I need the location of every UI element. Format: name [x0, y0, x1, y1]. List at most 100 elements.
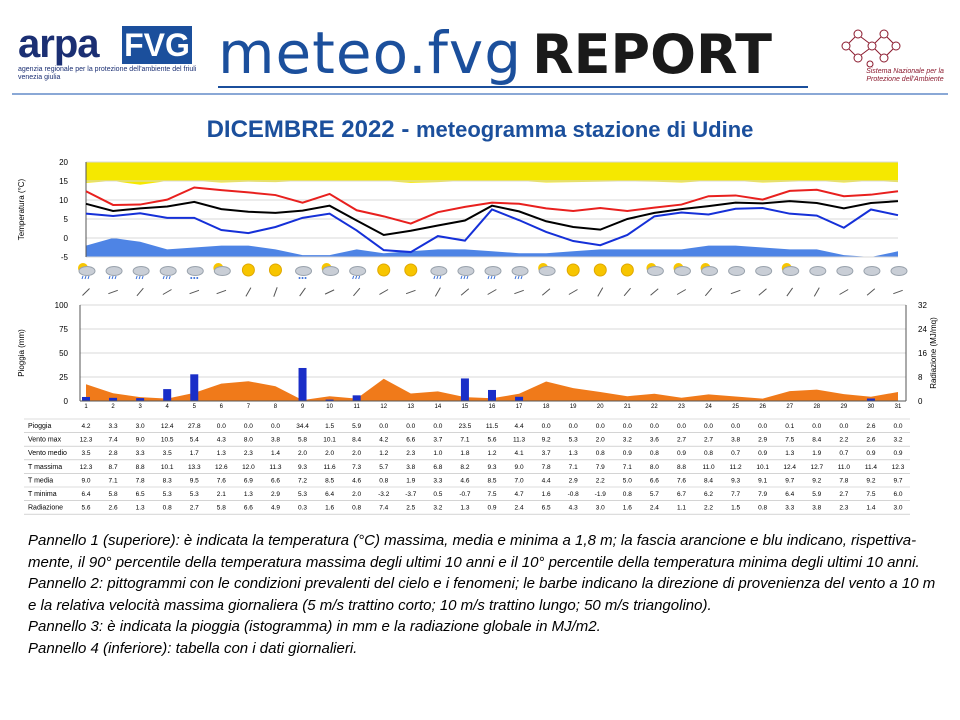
wind-barb	[758, 288, 767, 296]
table-cell: 1.9	[812, 450, 821, 457]
table-cell: 7.1	[569, 464, 578, 471]
table-cell: 0.0	[731, 423, 740, 430]
table-cell: 4.6	[352, 477, 361, 484]
partly-cloudy-sun-icon	[673, 263, 691, 276]
cloud-shape	[701, 266, 719, 276]
day-tick-label: 3	[138, 404, 142, 410]
table-cell: 2.5	[406, 505, 415, 512]
table-cell: 0.9	[623, 450, 632, 457]
table-row-label: T minima	[28, 491, 57, 498]
table-row-label: T media	[28, 477, 53, 484]
rain-drop	[463, 275, 466, 280]
table-cell: 6.7	[677, 491, 686, 498]
cloudy-icon	[755, 266, 773, 276]
table-cell: 7.0	[515, 477, 524, 484]
caption-panel-4: Pannello 4 (inferiore): tabella con i da…	[28, 639, 358, 657]
cloud-shape	[538, 266, 556, 276]
temp-series-t-media	[85, 200, 899, 236]
table-cell: 4.6	[460, 477, 469, 484]
sunny-icon	[566, 263, 580, 277]
rain-bar	[136, 398, 145, 401]
table-cell: 4.4	[542, 477, 551, 484]
rain-drop	[81, 275, 84, 280]
rain-bar	[488, 389, 496, 401]
table-cell: 1.9	[406, 477, 415, 484]
table-row-label: Vento max	[28, 437, 62, 444]
cloudy-icon	[836, 266, 854, 276]
table-cell: 9.2	[812, 477, 821, 484]
table-cell: 0.0	[217, 423, 226, 430]
radiation-y-tick-label: 16	[918, 349, 927, 358]
temp-y-tick-label: 5	[64, 215, 69, 224]
rain-drop	[487, 275, 490, 280]
table-cell: 4.3	[217, 437, 226, 444]
rain-bar	[460, 378, 469, 401]
rain-y-tick-label: 50	[59, 349, 68, 358]
table-cell: 1.3	[217, 450, 226, 457]
day-tick-label: 1	[84, 404, 88, 410]
table-cell: 3.3	[785, 505, 794, 512]
temp-y-tick-label: 0	[64, 234, 69, 243]
table-cell: 11.3	[513, 437, 526, 444]
radiation-y-tick-label: 0	[918, 397, 923, 406]
table-cell: 9.3	[487, 464, 496, 471]
rain-drop	[460, 275, 463, 280]
table-cell: 0.9	[677, 450, 686, 457]
table-cell: 0.7	[839, 450, 848, 457]
radiation-y-tick-label: 8	[918, 373, 923, 382]
rain-drop	[87, 275, 90, 280]
table-cell: 1.2	[487, 450, 496, 457]
table-cell: 2.9	[271, 491, 280, 498]
table-cell: 0.9	[866, 450, 875, 457]
table-cell: 0.0	[569, 423, 578, 430]
temp-y-tick-label: 10	[59, 196, 68, 205]
day-tick-label: 5	[193, 404, 197, 410]
wind-barb	[299, 287, 306, 297]
table-cell: 6.6	[406, 437, 415, 444]
day-tick-label: 23	[678, 404, 685, 410]
table-cell: 7.4	[379, 505, 388, 512]
table-cell: 6.6	[650, 477, 659, 484]
partly-cloudy-sun-icon	[700, 263, 719, 276]
radiation-y-axis-label: Radiazione (MJ/mq)	[929, 317, 938, 389]
rain-drop	[135, 275, 138, 280]
day-tick-label: 4	[166, 404, 170, 410]
table-cell: 12.4	[783, 464, 796, 471]
table-cell: 0.0	[704, 423, 713, 430]
day-tick-label: 8	[274, 404, 278, 410]
cloud-shape	[809, 266, 827, 276]
rain-drop	[138, 275, 141, 280]
temp-y-axis-label: Temperatura (°C)	[17, 178, 26, 240]
snow-flake	[298, 277, 301, 279]
day-tick-label: 20	[597, 404, 604, 410]
cloud-shape	[105, 266, 123, 276]
cloud-shape	[484, 266, 502, 276]
table-cell: 2.0	[325, 450, 334, 457]
table-cell: 3.0	[136, 423, 145, 430]
wind-barb	[108, 289, 118, 295]
daily-data-table: Pioggia 4.2 3.3 3.0 12.4 27.8 0.0 0.0 0.0 34.4 1.5…	[24, 418, 910, 515]
snow-flake	[304, 277, 307, 279]
wind-barb	[568, 289, 578, 295]
table-cell: 2.0	[596, 437, 605, 444]
day-tick-label: 27	[786, 404, 793, 410]
table-cell: 9.7	[785, 477, 794, 484]
table-cell: 4.2	[379, 437, 388, 444]
table-cell: 0.0	[542, 423, 551, 430]
table-cell: 4.7	[515, 491, 524, 498]
table-cell: 3.8	[271, 437, 280, 444]
table-cell: 3.2	[893, 437, 902, 444]
temp-y-tick-label: 15	[59, 177, 68, 186]
table-cell: 7.6	[677, 477, 686, 484]
table-cell: 0.0	[758, 423, 767, 430]
table-cell: 8.0	[650, 464, 659, 471]
table-cell: 2.4	[515, 505, 524, 512]
table-cell: 12.6	[215, 464, 228, 471]
table-cell: 6.9	[244, 477, 253, 484]
table-cell: 0.8	[650, 450, 659, 457]
table-cell: 0.8	[623, 491, 632, 498]
sun-disc	[620, 263, 634, 277]
table-cell: 3.2	[623, 437, 632, 444]
